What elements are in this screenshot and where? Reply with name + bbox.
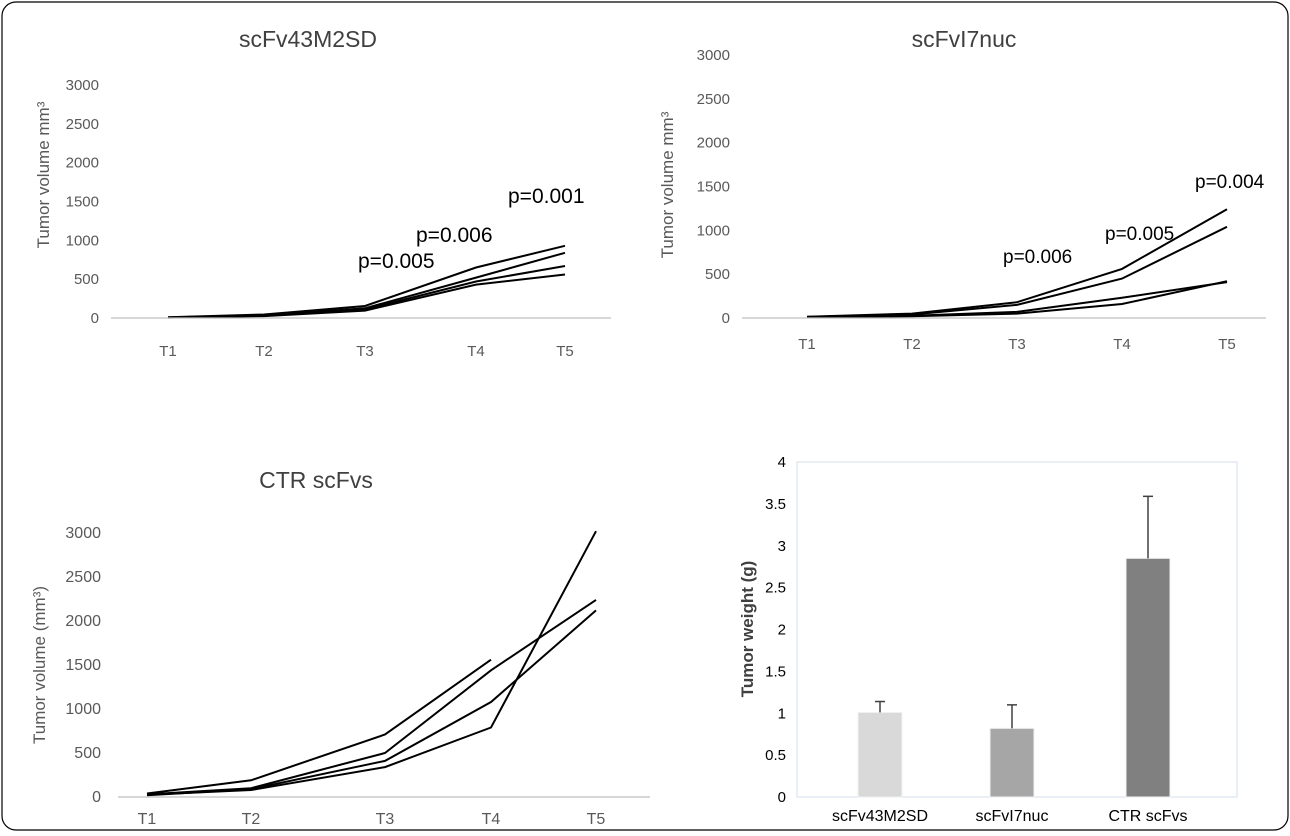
panel-b-y-ticks: 0 500 1000 1500 2000 2500 3000 [697, 47, 730, 327]
panel-d-y-ticks: 0 0.5 1 1.5 2 2.5 3 3.5 4 [765, 454, 786, 806]
bar-ctr-scfvs [1125, 557, 1171, 798]
series-line-4 [167, 273, 566, 319]
panel-c-y-label: Tumor volume (mm³) [30, 586, 49, 744]
y-tick-label-500: 500 [705, 266, 730, 283]
x-tick-label-t3: T3 [356, 343, 374, 360]
y-tick-label-0: 0 [722, 310, 730, 327]
panel-b-lines [806, 208, 1228, 319]
panel-c-x-ticks: T1 T2 T3 T4 T5 [138, 811, 606, 828]
bar-scfv43m2sd [857, 711, 903, 798]
y-tick-label-1: 1 [778, 705, 786, 722]
y-tick-label-1500: 1500 [65, 657, 101, 674]
y-tick-label-2000: 2000 [697, 135, 730, 152]
y-tick-label-500: 500 [74, 271, 99, 288]
x-tick-label-t4: T4 [482, 811, 501, 828]
y-tick-label-1000: 1000 [65, 701, 101, 718]
x-tick-label-t1: T1 [798, 336, 816, 353]
x-tick-label-t5: T5 [1218, 336, 1236, 353]
panel-a-annotation-t5: p=0.001 [508, 185, 585, 208]
x-tick-label-t1: T1 [159, 343, 177, 360]
y-tick-label-0-5: 0.5 [765, 747, 786, 764]
x-tick-label-t4: T4 [467, 343, 485, 360]
panel-b-annotation-t4: p=0.005 [1105, 224, 1174, 245]
x-tick-label-scfvi7nuc: scFvI7nuc [976, 808, 1049, 825]
y-tick-label-2500: 2500 [66, 116, 99, 133]
series-line-1 [146, 658, 492, 795]
y-tick-label-1-5: 1.5 [765, 663, 786, 680]
x-tick-label-t3: T3 [1008, 336, 1026, 353]
panel-d-x-ticks: scFv43M2SD scFvI7nuc CTR scFvs [832, 808, 1188, 825]
y-tick-label-2: 2 [778, 622, 786, 639]
panel-b-title: scFvI7nuc [912, 26, 1017, 52]
panel-tumor-weight-bar-chart: Tumor weight (g) 0 0.5 1 1.5 2 2.5 3 3.5 4 scFv4… [738, 454, 1238, 825]
panel-c-title: CTR scFvs [259, 467, 373, 493]
panel-a-title: scFv43M2SD [239, 26, 377, 52]
panel-c-y-ticks: 0 500 1000 1500 2000 2500 3000 [65, 525, 101, 806]
y-tick-label-1000: 1000 [697, 222, 730, 239]
x-tick-label-t3: T3 [376, 811, 395, 828]
panel-d-bars [857, 495, 1171, 798]
x-tick-label-t4: T4 [1113, 336, 1131, 353]
panel-a-y-ticks: 0 500 1000 1500 2000 2500 3000 [66, 77, 99, 327]
y-tick-label-500: 500 [74, 745, 101, 762]
x-tick-label-t2: T2 [903, 336, 921, 353]
x-tick-label-t2: T2 [255, 343, 273, 360]
panel-scfv43m2sd-line-chart: scFv43M2SD Tumor volume mm³ 0 500 1000 1500… [34, 26, 611, 360]
y-tick-label-0: 0 [92, 789, 101, 806]
x-tick-label-t5: T5 [587, 811, 606, 828]
y-tick-label-1500: 1500 [66, 194, 99, 211]
x-tick-label-t5: T5 [556, 343, 574, 360]
y-tick-label-0: 0 [91, 310, 99, 327]
x-tick-label-t1: T1 [138, 811, 157, 828]
x-tick-label-t2: T2 [242, 811, 261, 828]
x-tick-label-ctr-scfvs: CTR scFvs [1108, 808, 1187, 825]
panel-b-annotation-t5: p=0.004 [1195, 172, 1265, 193]
y-tick-label-3000: 3000 [65, 525, 101, 542]
panel-b-y-label: Tumor volume mm³ [658, 111, 677, 258]
panel-b-x-ticks: T1 T2 T3 T4 T5 [798, 336, 1236, 353]
panel-a-x-ticks: T1 T2 T3 T4 T5 [159, 343, 574, 360]
y-tick-label-3-5: 3.5 [765, 496, 786, 513]
panel-a-y-label: Tumor volume mm³ [34, 101, 53, 248]
panel-c-lines [146, 530, 597, 797]
x-tick-label-scfv43m2sd: scFv43M2SD [832, 808, 928, 825]
panel-a-annotation-t4: p=0.006 [416, 224, 493, 247]
panel-d-y-label: Tumor weight (g) [738, 561, 757, 698]
y-tick-label-2500: 2500 [65, 569, 101, 586]
y-tick-label-0: 0 [778, 789, 786, 806]
y-tick-label-2000: 2000 [66, 155, 99, 172]
panel-a-lines [167, 244, 566, 319]
series-line-4 [146, 530, 597, 796]
y-tick-label-3000: 3000 [697, 47, 730, 64]
panel-a-annotation-t3: p=0.005 [358, 250, 435, 273]
panel-scfvi7nuc-line-chart: scFvI7nuc Tumor volume mm³ 0 500 1000 1500 2… [658, 26, 1266, 353]
y-tick-label-2000: 2000 [65, 613, 101, 630]
y-tick-label-3000: 3000 [66, 77, 99, 94]
panel-b-annotation-t3: p=0.006 [1003, 247, 1072, 268]
bar-scfvi7nuc [989, 727, 1035, 798]
y-tick-label-2500: 2500 [697, 91, 730, 108]
y-tick-label-1500: 1500 [697, 179, 730, 196]
y-tick-label-3: 3 [778, 538, 786, 555]
y-tick-label-4: 4 [778, 454, 786, 471]
y-tick-label-2-5: 2.5 [765, 580, 786, 597]
panel-ctr-scfvs-line-chart: CTR scFvs Tumor volume (mm³) 0 500 1000 150… [30, 467, 650, 828]
y-tick-label-1000: 1000 [66, 232, 99, 249]
series-line-4 [806, 280, 1228, 319]
